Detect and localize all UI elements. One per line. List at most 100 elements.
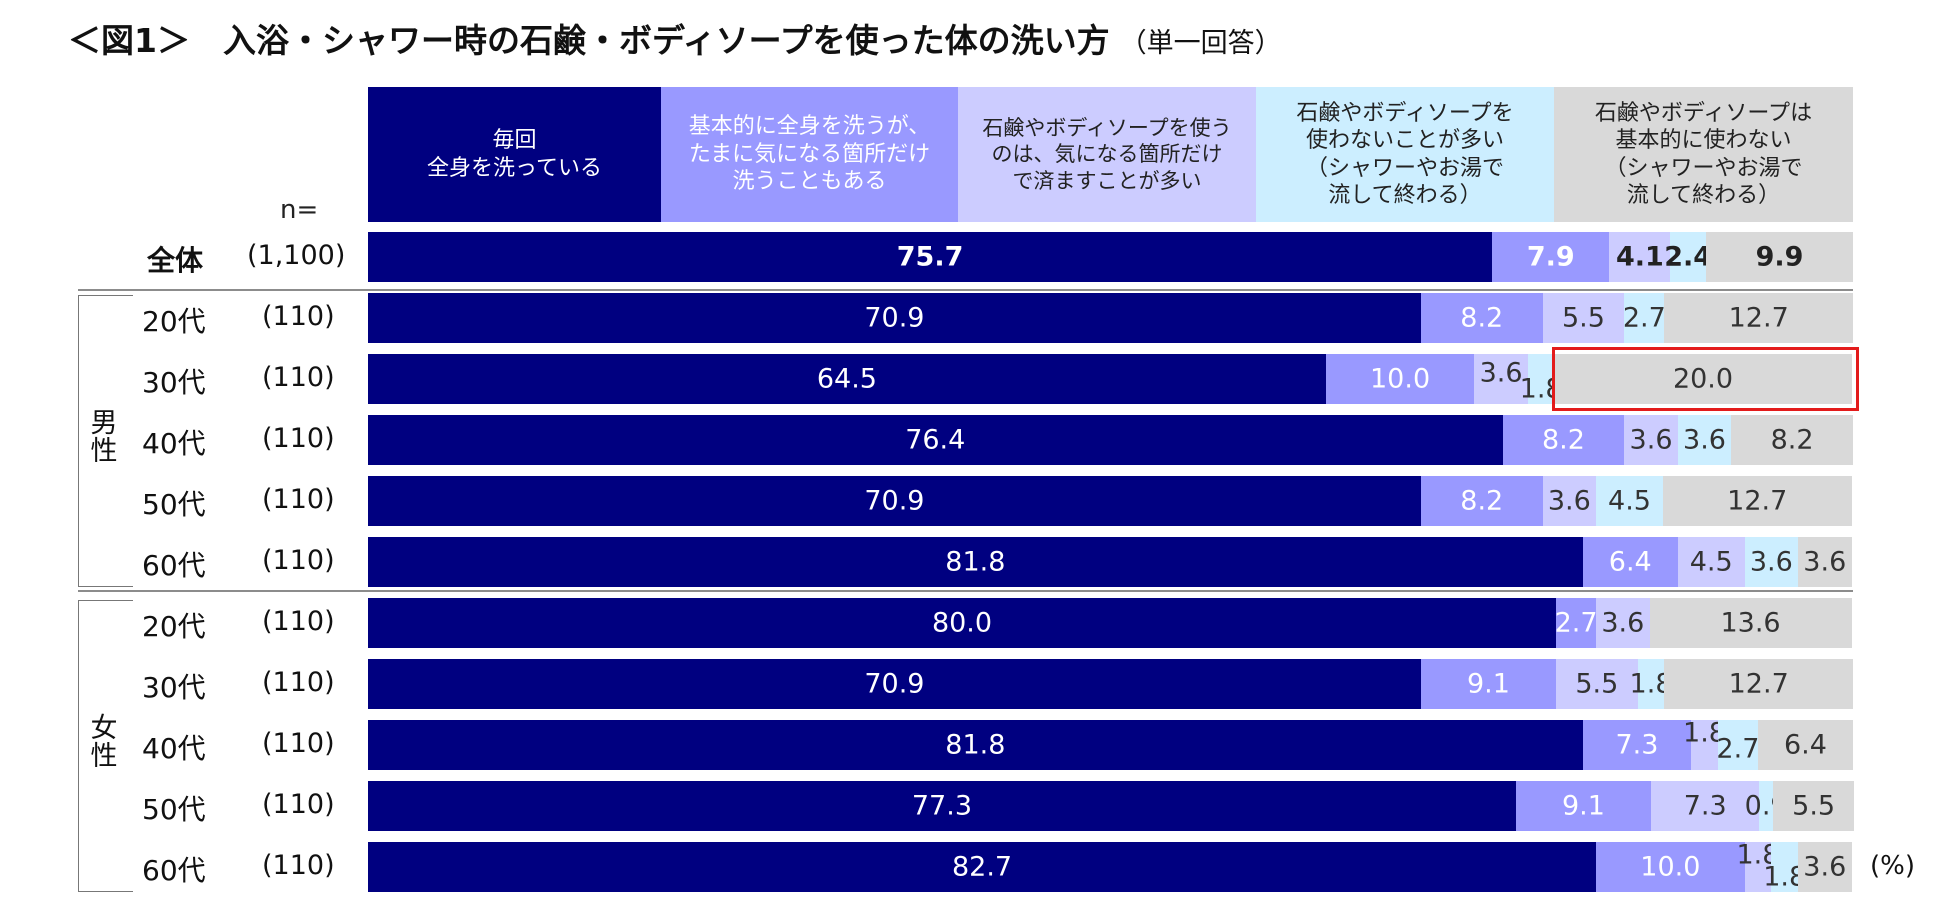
- bar-value-label: 82.7: [951, 851, 1013, 883]
- bar-segment-5: [1662, 476, 1852, 526]
- bar-segment-3: [1556, 659, 1638, 709]
- group-bracket: [78, 600, 133, 892]
- bar-segment-4: [1670, 232, 1706, 282]
- bar-segment-2: [1582, 720, 1692, 770]
- row-label: 40代: [142, 732, 206, 765]
- bar-segment-3: [1651, 781, 1760, 831]
- legend-header-4: 石鹸やボディソープを 使わないことが多い （シャワーやお湯で 流して終わる）: [1256, 87, 1554, 222]
- bar-value-label: 64.5: [816, 363, 877, 395]
- bar-value-label: 9.1: [1561, 790, 1605, 822]
- bar-value-label: 76.4: [905, 424, 966, 456]
- bar-segment-5: [1664, 293, 1853, 343]
- unit-label: (%): [1870, 851, 1915, 881]
- bar-segment-5: [1554, 354, 1852, 404]
- bar-segment-1: [368, 293, 1421, 343]
- row-n-value: (110): [262, 545, 335, 576]
- bar-segment-3: [1624, 415, 1678, 465]
- bar-segment-4: [1717, 720, 1758, 770]
- bar-segment-2: [1325, 354, 1475, 404]
- bar-segment-1: [368, 354, 1326, 404]
- highlight-box: [1551, 347, 1859, 411]
- bar-value-label: 7.9: [1526, 241, 1575, 273]
- row-n-value: (110): [262, 728, 335, 759]
- bar-value-label: 20.0: [1672, 363, 1734, 395]
- row-n-value: (110): [262, 362, 335, 393]
- row-label: 20代: [142, 610, 206, 643]
- chart-title-main: ＜図1＞ 入浴・シャワー時の石鹸・ボディソープを使った体の洗い方: [68, 21, 1110, 60]
- row-n-value: (110): [262, 789, 335, 820]
- legend-header-3: 石鹸やボディソープを使う のは、気になる箇所だけ で済ますことが多い: [958, 87, 1256, 222]
- bar-value-label: 4.5: [1689, 546, 1733, 578]
- bar-segment-3: [1542, 293, 1625, 343]
- bar-segment-1: [368, 232, 1493, 282]
- row-n-value: (110): [262, 301, 335, 332]
- bar-value-label: 70.9: [864, 485, 925, 517]
- bar-value-label: 3.6: [1479, 357, 1523, 389]
- row-n-value: (110): [262, 423, 335, 454]
- bar-segment-3: [1542, 476, 1597, 526]
- bar-segment-5: [1757, 720, 1853, 770]
- bar-segment-1: [368, 415, 1503, 465]
- bar-value-label: 12.7: [1727, 485, 1788, 517]
- bar-value-label: 3.6: [1547, 485, 1591, 517]
- legend-header-5: 石鹸やボディソープは 基本的に使わない （シャワーやお湯で 流して終わる）: [1554, 87, 1853, 222]
- bar-segment-4: [1759, 781, 1773, 831]
- bar-segment-2: [1420, 293, 1543, 343]
- bar-value-label: 6.4: [1783, 729, 1827, 761]
- bar-value-label: 3.6: [1629, 424, 1673, 456]
- bar-value-label: 81.8: [945, 729, 1006, 761]
- chart-title-sub: （単一回答）: [1119, 28, 1282, 59]
- divider-line: [78, 590, 1853, 592]
- row-n-value: (110): [262, 850, 335, 881]
- row-label: 60代: [142, 549, 206, 582]
- bar-segment-2: [1515, 781, 1652, 831]
- bar-segment-5: [1664, 659, 1853, 709]
- bar-segment-5: [1649, 598, 1852, 648]
- bar-segment-5: [1731, 415, 1853, 465]
- bar-segment-4: [1624, 293, 1665, 343]
- group-label: 男性: [89, 408, 119, 468]
- bar-value-label: 70.9: [864, 668, 925, 700]
- bar-value-label: 6.4: [1608, 546, 1652, 578]
- bar-segment-3: [1474, 354, 1528, 404]
- bar-value-label: 77.3: [911, 790, 972, 822]
- bar-value-label: 4.5: [1608, 485, 1651, 517]
- bar-value-label: 3.6: [1683, 424, 1726, 456]
- bar-segment-5: [1798, 842, 1852, 892]
- row-label: 30代: [142, 671, 206, 704]
- bar-segment-4: [1596, 476, 1663, 526]
- bar-segment-2: [1492, 232, 1610, 282]
- bar-value-label: 9.1: [1466, 668, 1510, 700]
- bar-segment-1: [368, 781, 1516, 831]
- bar-value-label: 12.7: [1728, 302, 1789, 334]
- bar-value-label: 70.9: [864, 302, 925, 334]
- bar-value-label: 13.6: [1720, 607, 1781, 639]
- bar-segment-4: [1771, 842, 1799, 892]
- row-n-value: (110): [262, 667, 335, 698]
- bar-value-label: 9.9: [1755, 241, 1804, 273]
- bar-segment-2: [1420, 659, 1556, 709]
- row-n-value: (110): [262, 484, 335, 515]
- chart-title: ＜図1＞ 入浴・シャワー時の石鹸・ボディソープを使った体の洗い方 （単一回答）: [68, 14, 1282, 62]
- row-label: 40代: [142, 427, 206, 460]
- bar-value-label: 81.8: [945, 546, 1006, 578]
- bar-segment-4: [1677, 415, 1732, 465]
- n-label: n=: [280, 195, 319, 225]
- bar-value-label: 3.6: [1803, 851, 1847, 883]
- row-label: 50代: [142, 488, 206, 521]
- bar-value-label: 7.3: [1615, 729, 1659, 761]
- bar-segment-3: [1744, 842, 1772, 892]
- bar-segment-5: [1798, 537, 1852, 587]
- row-label: 60代: [142, 854, 206, 887]
- legend-header-2: 基本的に全身を洗うが、 たまに気になる箇所だけ 洗うこともある: [661, 87, 958, 222]
- bar-segment-4: [1744, 537, 1799, 587]
- bar-value-label: 4.1: [1615, 241, 1664, 273]
- bar-value-label: 3.6: [1803, 546, 1847, 578]
- bar-value-label: 8.2: [1541, 424, 1585, 456]
- bar-segment-1: [368, 476, 1421, 526]
- bar-value-label: 75.7: [896, 241, 964, 273]
- bar-value-label: 8.2: [1460, 485, 1504, 517]
- bar-value-label: 10.0: [1640, 851, 1701, 883]
- bar-segment-1: [368, 720, 1583, 770]
